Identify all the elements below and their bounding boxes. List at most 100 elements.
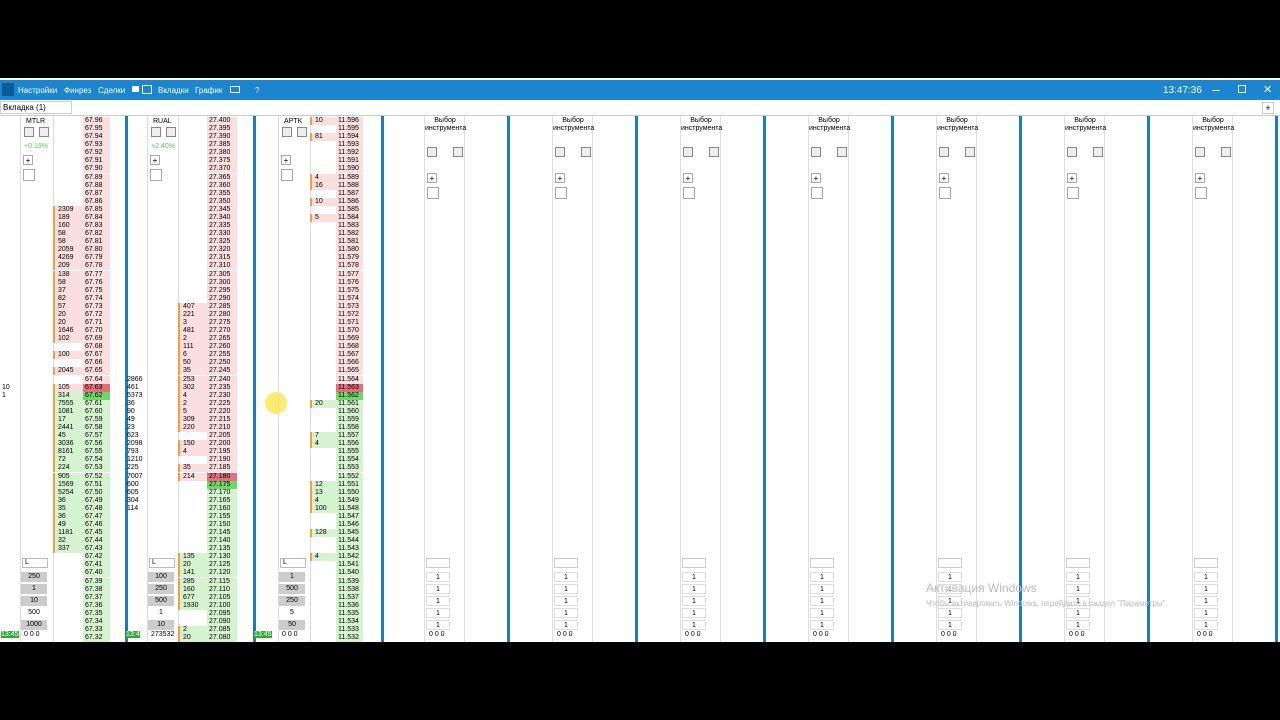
- lot-size[interactable]: 1: [554, 572, 578, 582]
- button[interactable]: [1195, 147, 1205, 157]
- lot-size[interactable]: 1: [938, 608, 962, 618]
- button[interactable]: [965, 147, 975, 157]
- help[interactable]: ?: [255, 86, 260, 95]
- lot-size[interactable]: 1: [1066, 572, 1090, 582]
- toolbar-icon[interactable]: [132, 86, 139, 92]
- lot-mode[interactable]: L: [280, 558, 306, 568]
- chart-button[interactable]: [427, 187, 439, 199]
- lot-size[interactable]: 1: [810, 620, 834, 630]
- lot-size[interactable]: 10: [21, 596, 47, 606]
- add-button[interactable]: +: [555, 173, 565, 183]
- button[interactable]: [1093, 147, 1103, 157]
- lot-size[interactable]: 1: [554, 584, 578, 594]
- lot-size[interactable]: 10: [148, 620, 174, 630]
- lot-size[interactable]: 1: [938, 584, 962, 594]
- button[interactable]: [683, 147, 693, 157]
- chart-button[interactable]: [150, 169, 162, 181]
- button[interactable]: [166, 127, 176, 137]
- lot-size[interactable]: 1: [682, 572, 706, 582]
- button[interactable]: [1067, 147, 1077, 157]
- lot-size[interactable]: 250: [21, 572, 47, 582]
- lot-mode[interactable]: L: [149, 558, 175, 568]
- ticker[interactable]: MTLR: [26, 118, 46, 125]
- chart-button[interactable]: [939, 187, 951, 199]
- button[interactable]: [24, 127, 34, 137]
- menu-item[interactable]: График: [195, 86, 223, 95]
- lot-size[interactable]: 1: [21, 584, 47, 594]
- lot-size[interactable]: 1: [279, 572, 305, 582]
- lot-size[interactable]: 1: [682, 620, 706, 630]
- lot-mode[interactable]: [938, 558, 962, 568]
- instrument-select[interactable]: Выбор инструмента: [809, 117, 851, 132]
- lot-size[interactable]: 1: [1194, 608, 1218, 618]
- lot-mode[interactable]: L: [22, 558, 48, 568]
- add-button[interactable]: +: [1067, 173, 1077, 183]
- add-button[interactable]: +: [281, 155, 291, 165]
- lot-size[interactable]: 1: [426, 572, 450, 582]
- lot-size[interactable]: 1: [1066, 584, 1090, 594]
- add-button[interactable]: +: [1195, 173, 1205, 183]
- add-button[interactable]: +: [811, 173, 821, 183]
- lot-size[interactable]: 1: [682, 608, 706, 618]
- button[interactable]: [39, 127, 49, 137]
- lot-size[interactable]: 1: [1194, 584, 1218, 594]
- menu-item[interactable]: Сделки: [98, 86, 126, 95]
- button[interactable]: [581, 147, 591, 157]
- lot-size[interactable]: 1: [1066, 620, 1090, 630]
- lot-size[interactable]: 500: [148, 596, 174, 606]
- instrument-select[interactable]: Выбор инструмента: [1065, 117, 1107, 132]
- lot-size[interactable]: 1: [554, 596, 578, 606]
- lot-size[interactable]: 1: [938, 620, 962, 630]
- instrument-select[interactable]: Выбор инструмента: [425, 117, 467, 132]
- chart-button[interactable]: [23, 169, 35, 181]
- lot-size[interactable]: 1: [810, 572, 834, 582]
- chart-button[interactable]: [811, 187, 823, 199]
- button[interactable]: [151, 127, 161, 137]
- lot-size[interactable]: 1: [554, 620, 578, 630]
- button[interactable]: [297, 127, 307, 137]
- instrument-select[interactable]: Выбор инструмента: [937, 117, 979, 132]
- button[interactable]: [282, 127, 292, 137]
- instrument-select[interactable]: Выбор инструмента: [681, 117, 723, 132]
- instrument-select[interactable]: Выбор инструмента: [553, 117, 595, 132]
- button[interactable]: [709, 147, 719, 157]
- lot-size[interactable]: 1: [810, 608, 834, 618]
- lot-size[interactable]: 500: [279, 584, 305, 594]
- tab-add[interactable]: +: [1262, 102, 1274, 114]
- lot-size[interactable]: 1: [554, 608, 578, 618]
- chart-button[interactable]: [555, 187, 567, 199]
- add-button[interactable]: +: [23, 155, 33, 165]
- lot-mode[interactable]: [1066, 558, 1090, 568]
- lot-size[interactable]: 1: [938, 596, 962, 606]
- menu-item[interactable]: Вкладки: [158, 86, 189, 95]
- lot-size[interactable]: 1: [810, 596, 834, 606]
- lot-size[interactable]: 1: [938, 572, 962, 582]
- chart-button[interactable]: [281, 169, 293, 181]
- chart-button[interactable]: [1067, 187, 1079, 199]
- ticker[interactable]: RUAL: [153, 118, 172, 125]
- button[interactable]: [837, 147, 847, 157]
- lot-size[interactable]: 250: [279, 596, 305, 606]
- lot-size[interactable]: 1: [1194, 572, 1218, 582]
- window-min[interactable]: [1212, 90, 1220, 91]
- add-button[interactable]: +: [683, 173, 693, 183]
- chart-button[interactable]: [1195, 187, 1207, 199]
- lot-size[interactable]: 1: [1066, 596, 1090, 606]
- lot-mode[interactable]: [426, 558, 450, 568]
- lot-size[interactable]: 500: [21, 608, 47, 618]
- window-close[interactable]: ✕: [1263, 84, 1273, 96]
- lot-size[interactable]: 1: [1194, 596, 1218, 606]
- tab-select[interactable]: Вкладка (1): [0, 101, 72, 114]
- lot-size[interactable]: 50: [279, 620, 305, 630]
- lot-size[interactable]: 1: [148, 608, 174, 618]
- chart-button[interactable]: [683, 187, 695, 199]
- ticker[interactable]: APTK: [284, 118, 303, 125]
- lot-mode[interactable]: [810, 558, 834, 568]
- lot-mode[interactable]: [1194, 558, 1218, 568]
- lot-size[interactable]: 1: [810, 584, 834, 594]
- add-button[interactable]: +: [939, 173, 949, 183]
- lot-size[interactable]: 100: [148, 572, 174, 582]
- window-max[interactable]: [1238, 85, 1246, 93]
- button[interactable]: [453, 147, 463, 157]
- toolbar-icon[interactable]: [142, 85, 152, 94]
